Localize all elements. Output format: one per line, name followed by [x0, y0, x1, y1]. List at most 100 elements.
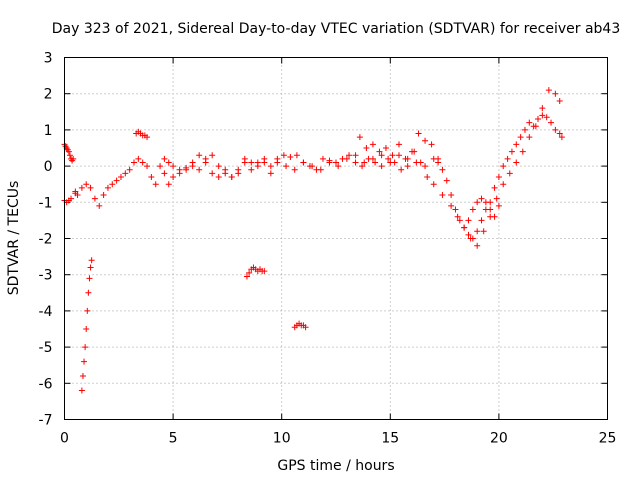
- data-point: [465, 231, 472, 238]
- x-tick-label: 0: [60, 431, 69, 447]
- data-point: [144, 163, 151, 170]
- data-point: [274, 159, 281, 166]
- data-point: [352, 159, 359, 166]
- data-point: [532, 123, 539, 130]
- series-track-h: [356, 130, 442, 162]
- data-point: [469, 206, 476, 213]
- data-point: [113, 177, 120, 184]
- data-point: [248, 159, 255, 166]
- data-point: [448, 202, 455, 209]
- data-point: [100, 192, 107, 199]
- x-tick-label: 15: [381, 431, 399, 447]
- series-track-f: [243, 264, 268, 280]
- data-point: [352, 152, 359, 159]
- x-tick-label: 25: [599, 431, 617, 447]
- data-point: [385, 155, 392, 162]
- data-point: [378, 163, 385, 170]
- data-point: [448, 192, 455, 199]
- chart-title: Day 323 of 2021, Sidereal Day-to-day VTE…: [52, 21, 621, 37]
- y-tick-label: 3: [44, 51, 53, 67]
- data-point: [333, 159, 339, 166]
- data-point: [78, 387, 85, 394]
- data-point: [83, 181, 90, 188]
- data-point: [170, 163, 177, 170]
- data-point: [126, 166, 133, 173]
- data-point: [534, 116, 541, 123]
- data-point: [209, 170, 216, 177]
- data-point: [228, 173, 235, 180]
- data-point: [222, 166, 229, 173]
- data-point: [422, 163, 429, 170]
- data-point: [402, 155, 409, 162]
- data-point: [558, 134, 565, 141]
- data-point: [356, 134, 363, 141]
- data-point: [513, 159, 520, 166]
- data-point: [87, 184, 94, 191]
- data-point: [495, 202, 502, 209]
- data-point: [519, 148, 526, 155]
- data-point: [88, 257, 95, 264]
- y-tick-label: -7: [39, 413, 53, 429]
- x-tick-label: 10: [273, 431, 291, 447]
- data-point: [513, 141, 520, 148]
- data-point: [478, 217, 485, 224]
- data-point: [480, 228, 487, 235]
- data-point: [83, 326, 90, 332]
- data-point: [87, 264, 94, 271]
- data-point: [409, 148, 416, 155]
- data-point: [176, 170, 183, 177]
- data-point: [109, 181, 116, 188]
- y-axis-label: SDTVAR / TECUs: [6, 181, 22, 296]
- data-point: [404, 163, 411, 170]
- data-point: [474, 228, 481, 235]
- series-track-i: [465, 195, 502, 224]
- data-point: [526, 134, 533, 141]
- data-point: [215, 173, 222, 180]
- data-point: [539, 105, 546, 112]
- data-point: [189, 159, 196, 166]
- data-point: [495, 173, 502, 180]
- data-point: [148, 173, 155, 180]
- data-point: [474, 199, 481, 206]
- data-point: [165, 181, 172, 188]
- data-point: [280, 152, 287, 159]
- data-point: [78, 184, 85, 191]
- data-point: [117, 173, 124, 180]
- data-point: [435, 155, 442, 162]
- data-point: [300, 159, 307, 166]
- data-point: [556, 97, 563, 104]
- data-point: [422, 137, 429, 144]
- data-point: [326, 159, 333, 166]
- data-point: [552, 126, 559, 133]
- grid: [64, 57, 608, 420]
- x-tick-labels: 0 5 10 15 20 25: [60, 431, 616, 447]
- data-point: [395, 141, 402, 148]
- data-point: [243, 273, 250, 280]
- data-point: [241, 159, 248, 166]
- y-tick-labels: -7 -6 -5 -4 -3 -2 -1 0 1 2 3: [39, 51, 53, 429]
- data-point: [500, 163, 507, 170]
- data-point: [539, 112, 546, 119]
- data-point: [454, 213, 461, 220]
- data-point: [302, 324, 309, 331]
- data-point: [254, 159, 261, 166]
- data-point: [556, 130, 563, 137]
- data-points: [61, 87, 565, 394]
- data-point: [452, 206, 459, 213]
- data-point: [84, 307, 91, 314]
- y-tick-label: -3: [39, 268, 53, 284]
- data-point: [135, 155, 142, 162]
- data-point: [152, 181, 159, 188]
- data-point: [500, 181, 507, 188]
- data-point: [369, 141, 376, 148]
- data-point: [343, 155, 350, 162]
- data-point: [369, 155, 376, 162]
- data-point: [196, 166, 203, 173]
- data-point: [287, 154, 294, 161]
- data-point: [261, 155, 268, 162]
- data-point: [456, 217, 463, 224]
- data-point: [122, 170, 129, 177]
- data-point: [209, 152, 216, 159]
- data-point: [85, 289, 92, 296]
- data-point: [261, 268, 268, 275]
